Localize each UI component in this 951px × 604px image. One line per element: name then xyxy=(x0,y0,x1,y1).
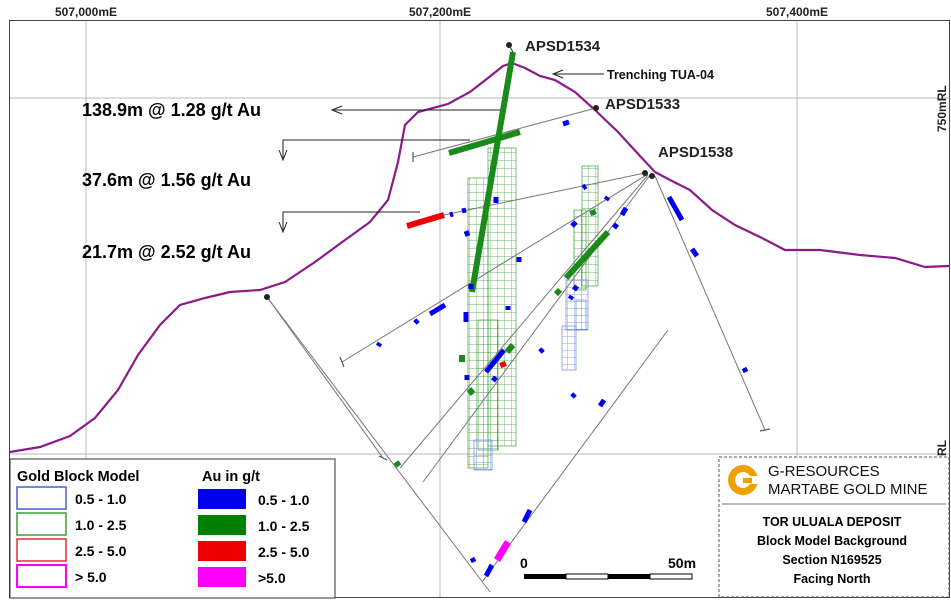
title-block: G-RESOURCES MARTABE GOLD MINE TOR ULUALA… xyxy=(718,456,950,598)
drillhole-label-apsd1534: APSD1534 xyxy=(525,38,601,55)
easting-label-2: 507,200mE xyxy=(409,5,471,19)
legend-block-swatch-2 xyxy=(16,512,67,536)
legend-au-swatch-4 xyxy=(198,567,246,587)
mine-name: MARTABE GOLD MINE xyxy=(768,481,927,498)
trench-label: Trenching TUA-04 xyxy=(607,68,714,82)
legend-au-title: Au in g/t xyxy=(202,469,260,485)
scale-bar-start: 0 xyxy=(520,555,528,571)
legend-block-swatch-1 xyxy=(16,486,67,510)
section-subtitle: Block Model Background xyxy=(757,534,907,548)
drillhole-label-apsd1538: APSD1538 xyxy=(658,144,733,161)
drill-traces xyxy=(266,107,766,593)
legend-block-title: Gold Block Model xyxy=(17,469,139,485)
callout-arrows xyxy=(278,69,604,234)
drillhole-label-apsd1533: APSD1533 xyxy=(605,96,680,113)
scale-bar: 0 50m xyxy=(520,555,696,580)
legend-block-label-2: 1.0 - 2.5 xyxy=(75,517,127,533)
easting-label-1: 507,000mE xyxy=(55,5,117,19)
intercept-label-3: 21.7m @ 2.52 g/t Au xyxy=(82,242,251,262)
topography-profile xyxy=(9,61,950,454)
legend-block-label-3: 2.5 - 5.0 xyxy=(75,543,127,559)
easting-label-3: 507,400mE xyxy=(766,5,828,19)
legend-block-label-1: 0.5 - 1.0 xyxy=(75,491,127,507)
collar-markers xyxy=(264,42,655,300)
intercept-label-1: 138.9m @ 1.28 g/t Au xyxy=(82,100,261,120)
trace-end-ticks xyxy=(339,152,771,461)
legend: Gold Block Model Au in g/t 0.5 - 1.0 1.0… xyxy=(9,458,336,599)
g-resources-logo xyxy=(728,465,760,495)
company-name: G-RESOURCES xyxy=(768,463,880,480)
map-frame xyxy=(9,20,950,598)
au-assay-red xyxy=(406,212,507,369)
au-assay-green xyxy=(393,129,611,468)
deposit-name: TOR ULUALA DEPOSIT xyxy=(763,515,902,529)
scale-bar-end: 50m xyxy=(668,555,696,571)
legend-au-swatch-1 xyxy=(198,489,246,509)
au-assay-magenta xyxy=(494,540,511,562)
legend-au-label-2: 1.0 - 2.5 xyxy=(258,518,310,534)
legend-block-label-4: > 5.0 xyxy=(75,569,107,585)
legend-block-swatch-4 xyxy=(16,564,67,588)
apsd1534-intercept xyxy=(469,51,516,293)
section-number: Section N169525 xyxy=(782,553,881,567)
block-model-blue xyxy=(473,279,589,471)
legend-au-label-1: 0.5 - 1.0 xyxy=(258,492,310,508)
legend-au-label-4: >5.0 xyxy=(258,570,286,586)
rl-label-lower: RL xyxy=(935,440,949,456)
facing-direction: Facing North xyxy=(793,572,870,586)
legend-au-swatch-3 xyxy=(198,541,246,561)
au-assay-blue xyxy=(375,119,749,578)
intercept-label-2: 37.6m @ 1.56 g/t Au xyxy=(82,170,251,190)
rl-label-750: 750mRL xyxy=(935,85,949,132)
legend-au-label-3: 2.5 - 5.0 xyxy=(258,544,310,560)
block-model-green xyxy=(467,147,599,469)
legend-block-swatch-3 xyxy=(16,538,67,562)
legend-au-swatch-2 xyxy=(198,515,246,535)
